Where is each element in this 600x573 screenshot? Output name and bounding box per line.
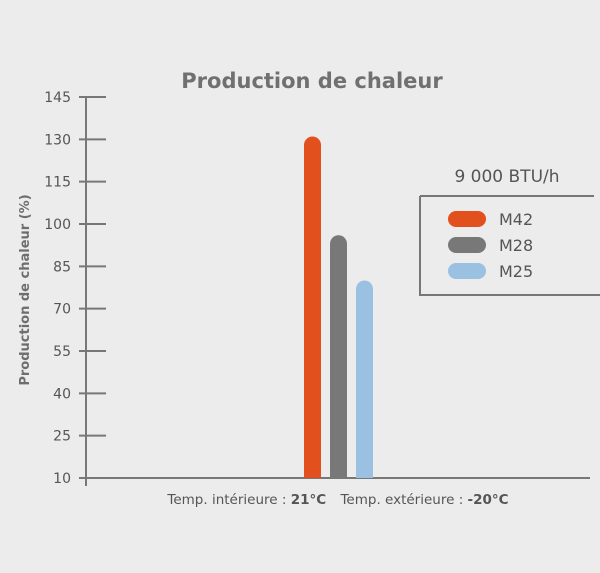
legend: 9 000 BTU/h M42 M28 M25: [419, 167, 600, 296]
bar-m28: [330, 235, 347, 478]
y-tick-label: 40: [53, 386, 71, 402]
legend-swatch: [448, 211, 486, 227]
y-tick-label: 130: [44, 132, 71, 148]
y-tick-label: 85: [53, 259, 71, 275]
indoor-temp-label: Temp. intérieure :: [166, 492, 286, 508]
indoor-temp-value: 21°C: [291, 492, 327, 508]
outdoor-temp-value: -20°C: [468, 492, 509, 508]
y-tick-label: 55: [53, 344, 71, 360]
y-tick-label: 145: [44, 90, 71, 106]
legend-item-m25: M25: [448, 262, 533, 281]
y-tick-label: 100: [44, 217, 71, 233]
y-axis-label: Production de chaleur (%): [18, 194, 33, 385]
legend-title: 9 000 BTU/h: [454, 167, 559, 187]
y-tick-label: 70: [53, 302, 71, 318]
legend-item-m28: M28: [448, 236, 533, 255]
chart-title: Production de chaleur: [181, 69, 443, 93]
legend-item-m42: M42: [448, 210, 533, 229]
x-axis-caption: Temp. intérieure : 21°C Temp. extérieure…: [166, 492, 508, 508]
bars: [304, 136, 373, 478]
legend-label: M25: [499, 262, 533, 281]
y-tick-label: 25: [53, 429, 71, 445]
y-tick-label: 10: [53, 471, 71, 487]
bar-m25: [356, 280, 373, 478]
legend-label: M42: [499, 210, 533, 229]
legend-swatch: [448, 237, 486, 253]
outdoor-temp-label: Temp. extérieure :: [339, 492, 463, 508]
legend-swatch: [448, 263, 486, 279]
y-axis: 10 25 40 55 70 85 100 115 130 145: [44, 90, 106, 487]
y-tick-label: 115: [44, 175, 71, 191]
bar-m42: [304, 136, 321, 478]
legend-box-left-bottom: [419, 196, 600, 296]
legend-label: M28: [499, 236, 533, 255]
